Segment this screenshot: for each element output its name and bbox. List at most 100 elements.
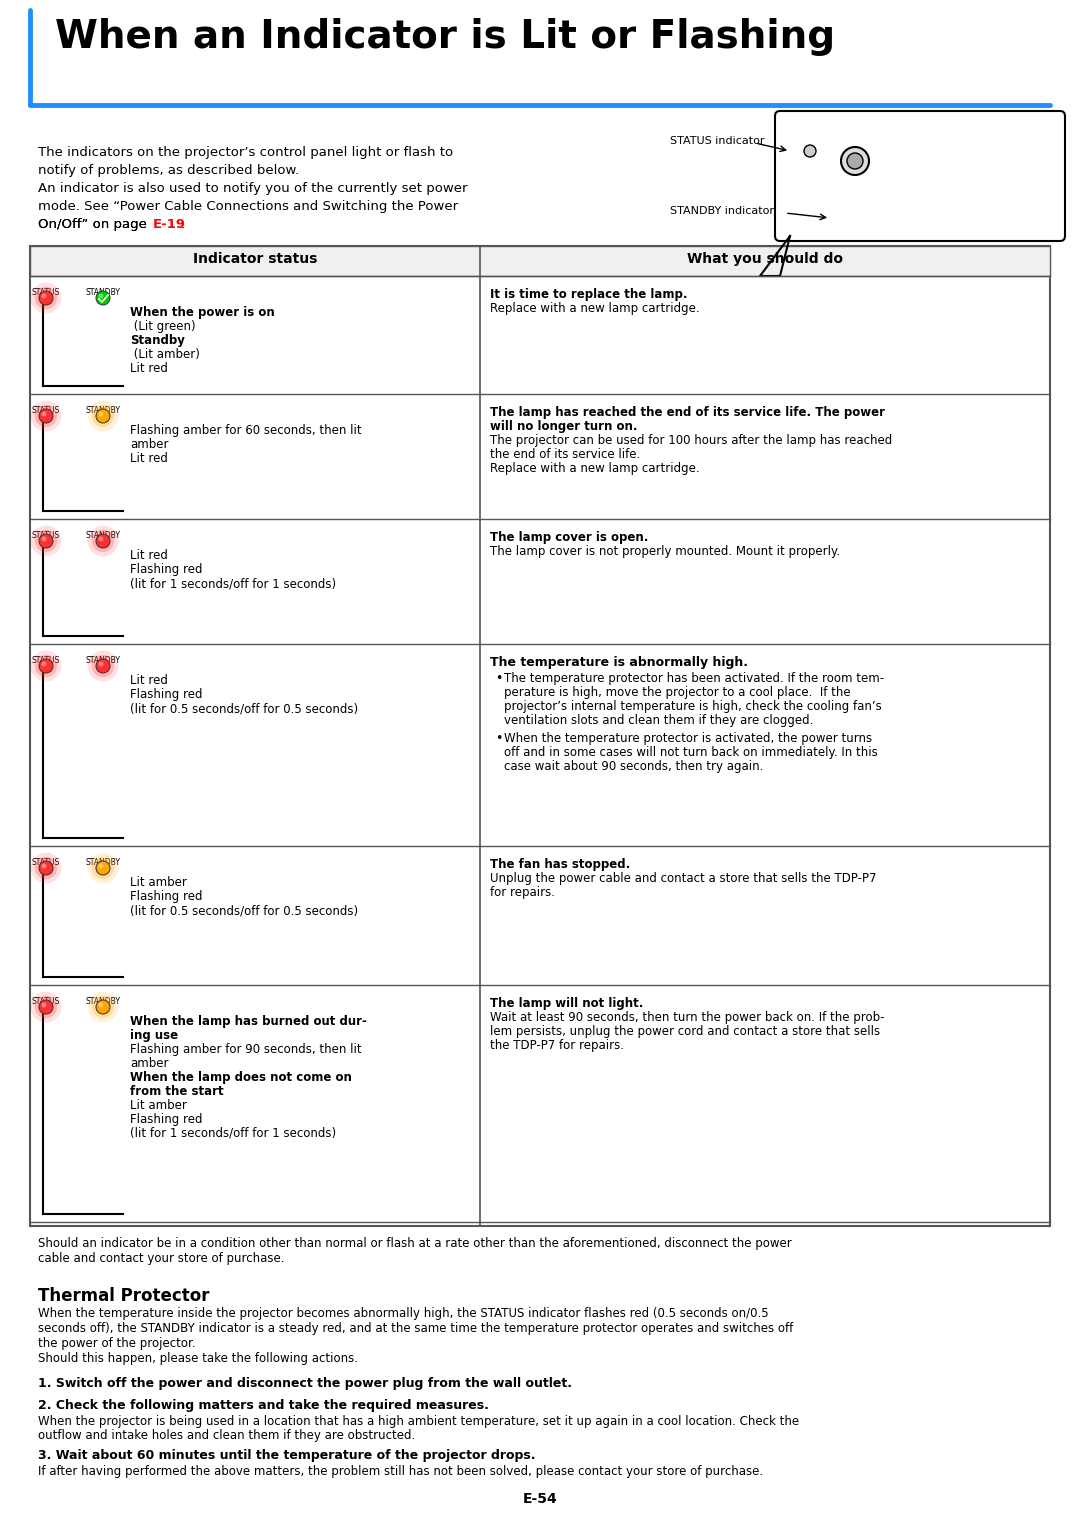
Text: Lit amber: Lit amber (130, 876, 187, 890)
Text: What you should do: What you should do (687, 252, 843, 266)
Text: (Lit amber): (Lit amber) (130, 348, 200, 362)
Circle shape (96, 1000, 110, 1013)
Circle shape (96, 1000, 110, 1013)
Text: seconds off), the STANDBY indicator is a steady red, and at the same time the te: seconds off), the STANDBY indicator is a… (38, 1322, 793, 1335)
Circle shape (96, 534, 110, 548)
Text: Lit red: Lit red (130, 362, 167, 375)
Text: When the power is on: When the power is on (130, 307, 274, 319)
Text: amber: amber (130, 438, 168, 452)
Text: Thermal Protector: Thermal Protector (38, 1286, 210, 1305)
Text: case wait about 90 seconds, then try again.: case wait about 90 seconds, then try aga… (504, 760, 764, 774)
Text: (lit for 1 seconds/off for 1 seconds): (lit for 1 seconds/off for 1 seconds) (130, 1128, 336, 1140)
Text: STATUS indicator: STATUS indicator (670, 136, 765, 146)
Text: the power of the projector.: the power of the projector. (38, 1337, 195, 1351)
Text: ing use: ing use (130, 1029, 178, 1042)
Text: When the temperature protector is activated, the power turns: When the temperature protector is activa… (504, 732, 873, 745)
Text: .: . (181, 218, 185, 230)
Circle shape (35, 287, 57, 310)
Text: Wait at least 90 seconds, then turn the power back on. If the prob-: Wait at least 90 seconds, then turn the … (490, 1012, 885, 1024)
Text: 1. Switch off the power and disconnect the power plug from the wall outlet.: 1. Switch off the power and disconnect t… (38, 1376, 572, 1390)
Text: If after having performed the above matters, the problem still has not been solv: If after having performed the above matt… (38, 1465, 764, 1479)
Text: The temperature protector has been activated. If the room tem-: The temperature protector has been activ… (504, 671, 885, 685)
Text: The temperature is abnormally high.: The temperature is abnormally high. (490, 656, 748, 668)
Bar (30, 246, 1050, 276)
Text: •: • (495, 732, 502, 745)
Circle shape (39, 534, 53, 548)
Text: Lit amber: Lit amber (130, 1099, 187, 1112)
Circle shape (35, 856, 57, 879)
Text: The fan has stopped.: The fan has stopped. (490, 858, 631, 871)
Text: STATUS: STATUS (32, 858, 60, 867)
Text: 2. Check the following matters and take the required measures.: 2. Check the following matters and take … (38, 1399, 489, 1412)
Text: off and in some cases will not turn back on immediately. In this: off and in some cases will not turn back… (504, 746, 878, 758)
Text: lem persists, unplug the power cord and contact a store that sells: lem persists, unplug the power cord and … (490, 1025, 880, 1038)
Text: STATUS: STATUS (32, 656, 60, 665)
Circle shape (39, 659, 53, 673)
Text: Replace with a new lamp cartridge.: Replace with a new lamp cartridge. (490, 302, 700, 314)
Circle shape (41, 412, 46, 417)
Text: The lamp will not light.: The lamp will not light. (490, 996, 644, 1010)
Text: Lit red: Lit red (130, 549, 167, 562)
Circle shape (39, 1000, 53, 1013)
Text: When the projector is being used in a location that has a high ambient temperatu: When the projector is being used in a lo… (38, 1415, 799, 1428)
Text: STANDBY indicator: STANDBY indicator (670, 206, 774, 217)
Text: from the start: from the start (130, 1085, 224, 1099)
Circle shape (96, 861, 110, 874)
Circle shape (98, 662, 104, 667)
Text: An indicator is also used to notify you of the currently set power: An indicator is also used to notify you … (38, 182, 468, 195)
Circle shape (39, 861, 53, 874)
Circle shape (92, 996, 114, 1018)
Circle shape (39, 534, 53, 548)
Text: ventilation slots and clean them if they are clogged.: ventilation slots and clean them if they… (504, 714, 813, 726)
Text: (lit for 1 seconds/off for 1 seconds): (lit for 1 seconds/off for 1 seconds) (130, 577, 336, 591)
Text: The lamp cover is open.: The lamp cover is open. (490, 531, 648, 543)
Circle shape (96, 659, 110, 673)
Circle shape (30, 525, 62, 557)
Text: outflow and intake holes and clean them if they are obstructed.: outflow and intake holes and clean them … (38, 1428, 415, 1442)
Text: Flashing red: Flashing red (130, 563, 203, 575)
Circle shape (804, 145, 816, 157)
Text: amber: amber (130, 1058, 168, 1070)
Text: STANDBY: STANDBY (85, 531, 121, 540)
Circle shape (41, 864, 46, 868)
Circle shape (39, 409, 53, 423)
Circle shape (87, 525, 119, 557)
Text: On/Off” on page: On/Off” on page (38, 218, 151, 230)
Circle shape (98, 864, 104, 868)
Text: mode. See “Power Cable Connections and Switching the Power: mode. See “Power Cable Connections and S… (38, 200, 458, 214)
Text: perature is high, move the projector to a cool place.  If the: perature is high, move the projector to … (504, 687, 851, 699)
Circle shape (39, 659, 53, 673)
Circle shape (39, 291, 53, 305)
Text: (lit for 0.5 seconds/off for 0.5 seconds): (lit for 0.5 seconds/off for 0.5 seconds… (130, 702, 359, 716)
Text: for repairs.: for repairs. (490, 887, 555, 899)
Text: Flashing amber for 60 seconds, then lit: Flashing amber for 60 seconds, then lit (130, 424, 362, 436)
Text: Flashing amber for 90 seconds, then lit: Flashing amber for 90 seconds, then lit (130, 1042, 362, 1056)
Text: STATUS: STATUS (32, 531, 60, 540)
Text: The projector can be used for 100 hours after the lamp has reached: The projector can be used for 100 hours … (490, 433, 892, 447)
Text: STATUS: STATUS (32, 996, 60, 1006)
Circle shape (96, 861, 110, 874)
Text: STANDBY: STANDBY (85, 288, 121, 298)
Circle shape (87, 401, 119, 432)
Text: The lamp has reached the end of its service life. The power: The lamp has reached the end of its serv… (490, 406, 885, 420)
Circle shape (30, 992, 62, 1022)
Circle shape (96, 534, 110, 548)
Circle shape (41, 662, 46, 667)
Text: Unplug the power cable and contact a store that sells the TDP-P7: Unplug the power cable and contact a sto… (490, 871, 877, 885)
Text: cable and contact your store of purchase.: cable and contact your store of purchase… (38, 1251, 284, 1265)
Circle shape (87, 853, 119, 884)
Text: Lit red: Lit red (130, 674, 167, 687)
Circle shape (41, 537, 46, 542)
Text: (Lit green): (Lit green) (130, 320, 195, 333)
Text: Flashing red: Flashing red (130, 890, 203, 903)
Circle shape (30, 650, 62, 682)
Text: When the temperature inside the projector becomes abnormally high, the STATUS in: When the temperature inside the projecto… (38, 1306, 769, 1320)
Text: (lit for 0.5 seconds/off for 0.5 seconds): (lit for 0.5 seconds/off for 0.5 seconds… (130, 903, 359, 917)
Text: Should an indicator be in a condition other than normal or flash at a rate other: Should an indicator be in a condition ot… (38, 1238, 792, 1250)
Text: When the lamp does not come on: When the lamp does not come on (130, 1071, 352, 1083)
Circle shape (98, 293, 104, 299)
Circle shape (92, 530, 114, 552)
Text: When the lamp has burned out dur-: When the lamp has burned out dur- (130, 1015, 367, 1029)
Text: Lit red: Lit red (130, 452, 167, 465)
Text: will no longer turn on.: will no longer turn on. (490, 420, 637, 433)
